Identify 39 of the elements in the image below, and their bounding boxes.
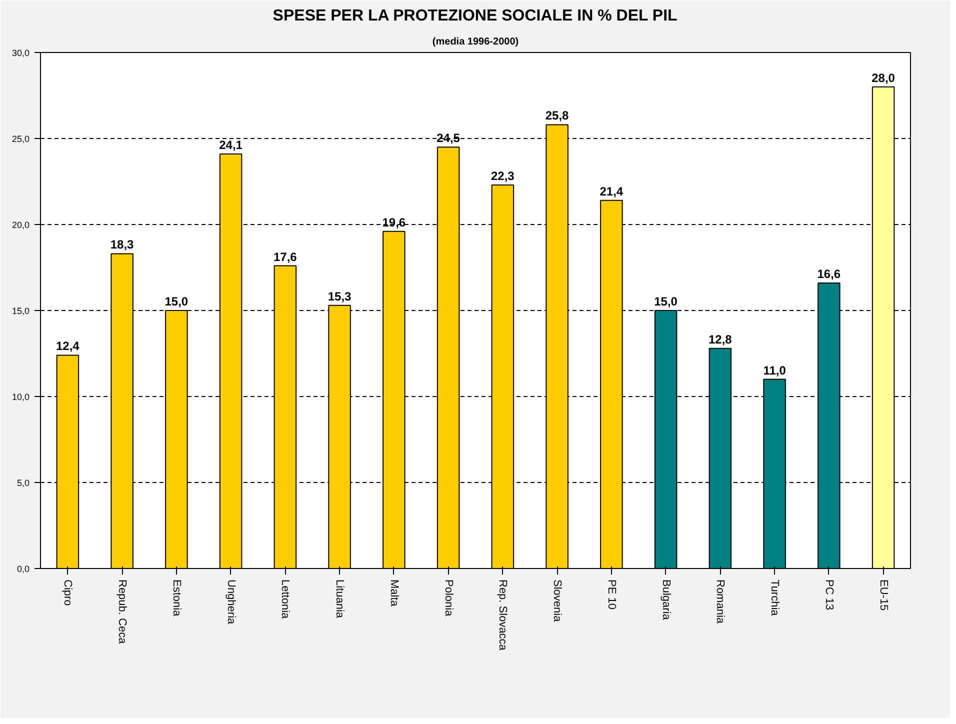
data-label: 17,6	[274, 250, 298, 264]
data-label: 25,8	[545, 108, 570, 123]
data-label: 12,8	[708, 332, 732, 346]
x-tick-label: EU-15	[877, 580, 890, 611]
y-tick-label: 0,0	[16, 564, 30, 574]
data-label: 11,0	[763, 363, 786, 378]
x-tick-label: Romania	[714, 580, 726, 624]
x-tick-label: Repub. Ceca	[116, 580, 128, 645]
data-label: 28,0	[872, 70, 896, 85]
y-tick-label: 25,0	[12, 134, 30, 144]
x-tick-label: Rep. Slovacca	[496, 580, 509, 652]
y-tick-label: 20,0	[12, 220, 30, 230]
x-tick-label: Malta	[388, 580, 400, 608]
data-label: 15,0	[654, 294, 678, 308]
y-tick-label: 15,0	[12, 306, 30, 316]
data-label: 15,0	[164, 294, 188, 308]
x-tick-label: Cipro	[62, 580, 74, 606]
y-tick-label: 10,0	[12, 392, 30, 402]
data-label: 22,3	[491, 168, 515, 183]
x-tick-label: Turchia	[768, 580, 781, 617]
chart-subtitle: (media 1996-2000)	[432, 36, 519, 48]
data-label: 21,4	[600, 184, 624, 198]
x-tick-label: Bulgaria	[660, 580, 672, 621]
x-tick-label: Ungheria	[224, 580, 237, 626]
x-tick-label: PE 10	[605, 580, 618, 610]
data-label: 15,3	[328, 289, 352, 304]
data-label: 12,4	[56, 339, 80, 354]
data-label: 18,3	[110, 238, 134, 252]
data-label: 16,6	[817, 266, 841, 281]
chart-title: SPESE PER LA PROTEZIONE SOCIALE IN % DEL PIL	[272, 8, 678, 24]
data-label: 24,1	[219, 138, 243, 152]
x-tick-label: PC 13	[822, 580, 835, 610]
x-tick-label: Lituania	[334, 580, 346, 619]
x-tick-label: Lettonia	[279, 580, 292, 620]
x-tick-label: Slovenia	[551, 580, 564, 623]
y-tick-label: 30,0	[12, 48, 30, 58]
y-tick-label: 5,0	[16, 478, 30, 488]
x-tick-label: Estonia	[170, 580, 182, 618]
x-tick-label: Polonia	[442, 580, 454, 618]
